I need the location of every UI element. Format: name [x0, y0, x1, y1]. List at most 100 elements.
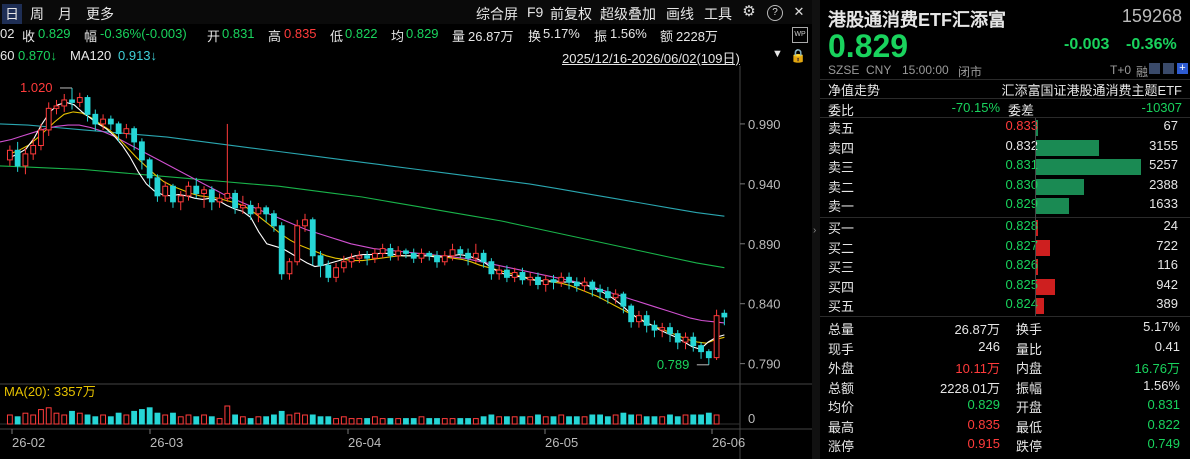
expand-icon[interactable] [1163, 63, 1174, 74]
time-label: 15:00:00 [902, 63, 949, 77]
date-tick-label: 26-02 [12, 435, 45, 450]
sell-level-label: 卖一 [828, 199, 855, 214]
prev-date-label: 02 [0, 26, 15, 41]
sell-level-row[interactable]: 卖四 0.832 3155 [828, 138, 1178, 158]
sell-level-volume: 3155 [1149, 137, 1178, 153]
volume-bar [480, 416, 487, 425]
weibi-label: 委比 [828, 103, 855, 118]
sell-volume-bar [1036, 178, 1084, 195]
caret-down-icon[interactable]: ▼ [772, 48, 783, 60]
candle-body [170, 185, 176, 203]
candle-body [651, 324, 658, 331]
price-change-pct: -0.36% [1126, 36, 1177, 53]
candle-body [201, 189, 207, 194]
date-tick-label: 26-06 [712, 435, 745, 450]
close-icon[interactable]: ✕ [793, 4, 805, 19]
buy-level-volume: 722 [1156, 237, 1178, 253]
volume-bar [61, 414, 68, 425]
volume-bar [535, 414, 541, 425]
buy-level-volume: 389 [1156, 296, 1178, 311]
metric-label: 最高 [828, 419, 855, 435]
metric-value: 2228.01万 [940, 380, 1000, 396]
candle-body [612, 293, 619, 299]
candle-body [643, 315, 650, 326]
volume-bar [667, 414, 673, 425]
buy-level-label: 买四 [828, 279, 855, 295]
change-value: -0.36%(-0.003) [100, 26, 187, 41]
volume-bar [643, 416, 650, 425]
volume-bar [449, 418, 456, 425]
buy-level-row[interactable]: 买一 0.828 24 [828, 218, 1178, 238]
buy-level-row[interactable]: 买二 0.827 722 [828, 238, 1178, 258]
volume-bar [465, 418, 471, 425]
edit-icon[interactable] [1149, 63, 1160, 74]
super-overlay-button[interactable]: 超级叠加 [600, 6, 656, 22]
volume-bar [698, 414, 704, 425]
chart-background [0, 66, 740, 459]
sell-level-row[interactable]: 卖二 0.830 2388 [828, 177, 1178, 197]
candle-body [713, 315, 720, 359]
amount-label: 额 [660, 29, 674, 44]
buy-level-row[interactable]: 买四 0.825 942 [828, 277, 1178, 297]
f9-button[interactable]: F9 [527, 4, 544, 20]
candle-body [6, 149, 13, 161]
volume-bar [527, 416, 534, 425]
candle-body [154, 177, 161, 197]
volume-bar [224, 405, 231, 425]
candle-body [100, 118, 106, 125]
candle-body [84, 97, 91, 115]
amplitude-label: 振 [594, 29, 608, 44]
candle-body [604, 291, 611, 299]
splitter[interactable]: › [812, 0, 820, 459]
volume-bar [340, 416, 347, 425]
metric-label: 涨停 [828, 439, 855, 454]
sell-level-price: 0.830 [1005, 176, 1038, 192]
volume-bar [115, 412, 122, 425]
candle-body [705, 351, 712, 359]
candle-body [527, 276, 534, 281]
gear-icon[interactable]: ⚙ [742, 3, 756, 20]
volume-bar [511, 416, 518, 425]
volume-bar [371, 416, 378, 425]
wp-icon[interactable]: WP [792, 27, 808, 43]
metric-value: 5.17% [1143, 319, 1180, 334]
collapse-chevron-icon[interactable]: › [813, 225, 817, 236]
lock-icon[interactable]: 🔒 [790, 48, 807, 63]
sell-level-row[interactable]: 卖五 0.833 67 [828, 118, 1178, 138]
divider [820, 79, 1190, 80]
price-markers: 1.020 0.789 [20, 80, 709, 372]
candle-body [69, 99, 75, 103]
volume-bar [255, 416, 262, 425]
date-range-label[interactable]: 2025/12/16-2026/06/02(109日) [562, 51, 740, 66]
volume-bar [690, 414, 697, 425]
sell-level-row[interactable]: 卖一 0.829 1633 [828, 196, 1178, 216]
nav-trend-link[interactable]: 净值走势 [828, 83, 881, 98]
draw-line-button[interactable]: 画线 [666, 6, 694, 22]
period-tab-day[interactable]: 日 [2, 4, 22, 24]
period-tab-month[interactable]: 月 [58, 6, 72, 22]
period-tab-week[interactable]: 周 [30, 6, 44, 22]
volume-bar [146, 407, 153, 425]
candle-body [247, 204, 254, 215]
metric-value: 26.87万 [954, 322, 1000, 337]
candle-body [535, 276, 541, 286]
composite-screen-button[interactable]: 综合屏 [476, 6, 518, 22]
volume-bar [333, 418, 339, 425]
tools-button[interactable]: 工具 [704, 6, 732, 22]
close-value: 0.829 [38, 26, 71, 41]
candle-body [30, 145, 37, 155]
buy-level-row[interactable]: 买三 0.826 116 [828, 257, 1178, 277]
forward-adjust-button[interactable]: 前复权 [550, 6, 592, 22]
candle-body [698, 345, 704, 353]
buy-level-row[interactable]: 买五 0.824 389 [828, 296, 1178, 316]
sell-level-row[interactable]: 卖三 0.831 5257 [828, 157, 1178, 177]
add-icon[interactable]: + [1177, 63, 1188, 74]
sell-volume-bar [1036, 120, 1038, 136]
high-value: 0.835 [284, 26, 317, 41]
volume-bar [14, 416, 21, 425]
open-value: 0.831 [222, 26, 255, 41]
volume-bar [6, 414, 13, 425]
period-tab-more[interactable]: 更多 [86, 6, 114, 22]
help-icon[interactable]: ? [767, 5, 783, 21]
kline-chart[interactable]: 0.990 0.940 0.890 0.840 0.790 1.020 0.789 26-… [0, 66, 812, 459]
